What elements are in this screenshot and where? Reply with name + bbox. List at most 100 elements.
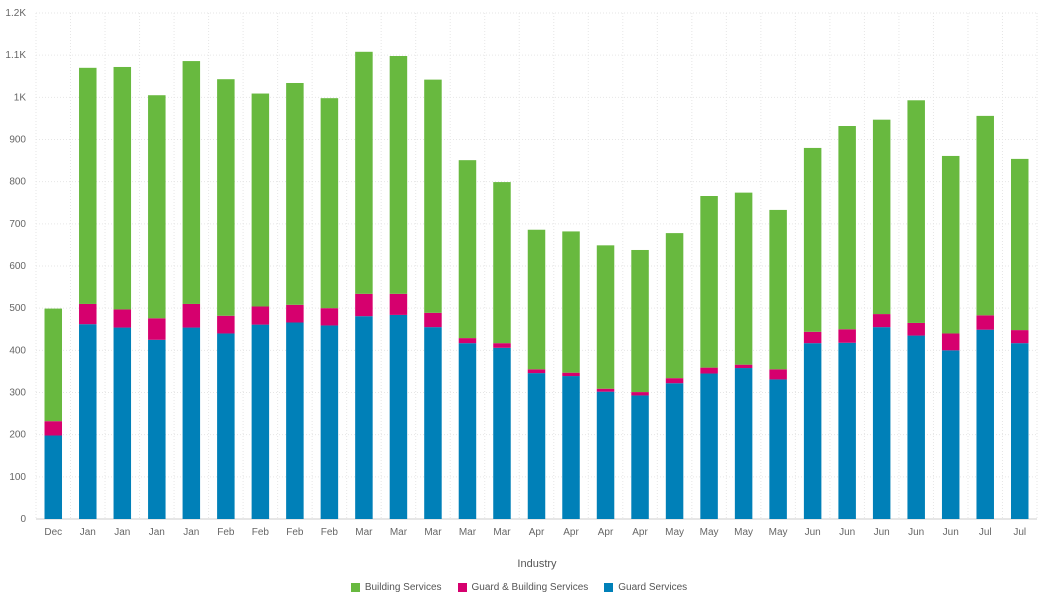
bar-building-services[interactable] bbox=[562, 231, 580, 373]
bar-guard-building-services[interactable] bbox=[803, 331, 822, 344]
bar-guard-building-services[interactable] bbox=[251, 306, 270, 325]
bar-building-services[interactable] bbox=[941, 155, 960, 334]
bar-building-services[interactable] bbox=[389, 56, 408, 294]
bar-building-services[interactable] bbox=[1010, 158, 1029, 331]
bar-building-services[interactable] bbox=[493, 182, 511, 344]
bar-building-services[interactable] bbox=[631, 249, 649, 393]
bar-building-services[interactable] bbox=[803, 147, 822, 332]
bar-guard-building-services[interactable] bbox=[907, 322, 925, 336]
x-tick-label: Jan bbox=[183, 527, 199, 538]
bar-building-services[interactable] bbox=[872, 119, 891, 315]
bar-building-services[interactable] bbox=[700, 196, 718, 368]
bar-guard-services[interactable] bbox=[803, 343, 822, 519]
bar-guard-building-services[interactable] bbox=[217, 315, 235, 334]
bar-guard-building-services[interactable] bbox=[493, 343, 511, 348]
bar-guard-services[interactable] bbox=[320, 325, 339, 519]
bar-guard-services[interactable] bbox=[838, 342, 856, 519]
bar-guard-services[interactable] bbox=[251, 324, 270, 519]
bar-guard-services[interactable] bbox=[389, 314, 408, 519]
bar-guard-building-services[interactable] bbox=[596, 388, 615, 392]
bar-guard-services[interactable] bbox=[1010, 343, 1029, 519]
bar-guard-building-services[interactable] bbox=[148, 318, 166, 340]
bar-guard-services[interactable] bbox=[424, 327, 442, 519]
bar-building-services[interactable] bbox=[734, 192, 753, 365]
bar-guard-services[interactable] bbox=[562, 376, 580, 519]
bar-building-services[interactable] bbox=[596, 245, 615, 389]
x-tick-label: Jun bbox=[839, 527, 855, 538]
bar-guard-building-services[interactable] bbox=[182, 303, 201, 328]
bar-building-services[interactable] bbox=[320, 98, 339, 309]
bar-building-services[interactable] bbox=[44, 308, 63, 422]
bar-guard-building-services[interactable] bbox=[44, 421, 63, 436]
bar-guard-services[interactable] bbox=[355, 316, 373, 519]
bar-building-services[interactable] bbox=[355, 51, 373, 294]
bar-guard-building-services[interactable] bbox=[872, 314, 891, 328]
bar-guard-building-services[interactable] bbox=[320, 308, 339, 326]
bar-building-services[interactable] bbox=[665, 233, 684, 379]
bar-guard-building-services[interactable] bbox=[734, 364, 753, 369]
bar-guard-services[interactable] bbox=[596, 391, 615, 519]
bar-guard-services[interactable] bbox=[286, 322, 304, 519]
bar-guard-services[interactable] bbox=[79, 324, 97, 519]
bar-guard-services[interactable] bbox=[769, 379, 787, 519]
bar-guard-building-services[interactable] bbox=[769, 369, 787, 380]
bar-building-services[interactable] bbox=[976, 115, 994, 316]
legend-item-building-services[interactable]: Building Services bbox=[350, 582, 442, 593]
x-tick-label: Mar bbox=[459, 527, 477, 538]
bar-building-services[interactable] bbox=[769, 209, 787, 370]
y-tick-label: 1.1K bbox=[5, 50, 26, 61]
legend-item-guard-building-services[interactable]: Guard & Building Services bbox=[457, 582, 588, 593]
bar-guard-building-services[interactable] bbox=[976, 315, 994, 330]
bar-guard-services[interactable] bbox=[665, 383, 684, 519]
bar-building-services[interactable] bbox=[182, 61, 201, 304]
bar-guard-services[interactable] bbox=[217, 333, 235, 519]
bar-guard-services[interactable] bbox=[527, 373, 546, 519]
legend-item-guard-services[interactable]: Guard Services bbox=[604, 582, 687, 593]
bar-guard-services[interactable] bbox=[458, 343, 477, 519]
y-tick-label: 200 bbox=[9, 430, 26, 441]
legend-swatch-guard-services bbox=[604, 583, 614, 592]
bar-guard-services[interactable] bbox=[493, 347, 511, 519]
bar-guard-building-services[interactable] bbox=[458, 338, 477, 344]
bar-building-services[interactable] bbox=[148, 95, 166, 319]
bar-guard-building-services[interactable] bbox=[562, 372, 580, 377]
bar-building-services[interactable] bbox=[286, 82, 304, 305]
bar-guard-building-services[interactable] bbox=[113, 309, 132, 328]
bar-building-services[interactable] bbox=[251, 93, 270, 307]
bar-guard-services[interactable] bbox=[872, 327, 891, 519]
bar-guard-building-services[interactable] bbox=[527, 369, 546, 374]
bar-guard-building-services[interactable] bbox=[389, 293, 408, 315]
bar-building-services[interactable] bbox=[217, 79, 235, 316]
bar-guard-building-services[interactable] bbox=[838, 329, 856, 343]
bar-building-services[interactable] bbox=[424, 79, 442, 313]
bar-building-services[interactable] bbox=[458, 160, 477, 339]
bar-building-services[interactable] bbox=[79, 67, 97, 304]
bar-guard-building-services[interactable] bbox=[79, 303, 97, 325]
bar-guard-building-services[interactable] bbox=[424, 312, 442, 328]
bar-guard-building-services[interactable] bbox=[631, 392, 649, 396]
x-tick-label: Feb bbox=[286, 527, 304, 538]
bar-guard-services[interactable] bbox=[182, 327, 201, 519]
bar-building-services[interactable] bbox=[527, 229, 546, 370]
bar-guard-services[interactable] bbox=[700, 373, 718, 519]
x-tick-label: May bbox=[700, 527, 719, 538]
bar-guard-building-services[interactable] bbox=[665, 378, 684, 384]
bar-guard-services[interactable] bbox=[907, 335, 925, 519]
bar-building-services[interactable] bbox=[838, 126, 856, 330]
x-tick-label: May bbox=[665, 527, 684, 538]
bar-guard-services[interactable] bbox=[976, 329, 994, 519]
bar-guard-services[interactable] bbox=[44, 435, 63, 519]
bar-guard-services[interactable] bbox=[113, 327, 132, 519]
bar-building-services[interactable] bbox=[113, 66, 132, 310]
bar-guard-services[interactable] bbox=[734, 368, 753, 519]
bar-building-services[interactable] bbox=[907, 100, 925, 323]
bar-guard-building-services[interactable] bbox=[286, 304, 304, 323]
bar-guard-building-services[interactable] bbox=[1010, 330, 1029, 344]
bar-guard-building-services[interactable] bbox=[355, 293, 373, 317]
bar-guard-services[interactable] bbox=[148, 339, 166, 519]
bar-guard-services[interactable] bbox=[631, 395, 649, 519]
x-tick-label: Feb bbox=[321, 527, 339, 538]
bar-guard-building-services[interactable] bbox=[941, 333, 960, 351]
bar-guard-building-services[interactable] bbox=[700, 367, 718, 374]
bar-guard-services[interactable] bbox=[941, 350, 960, 519]
